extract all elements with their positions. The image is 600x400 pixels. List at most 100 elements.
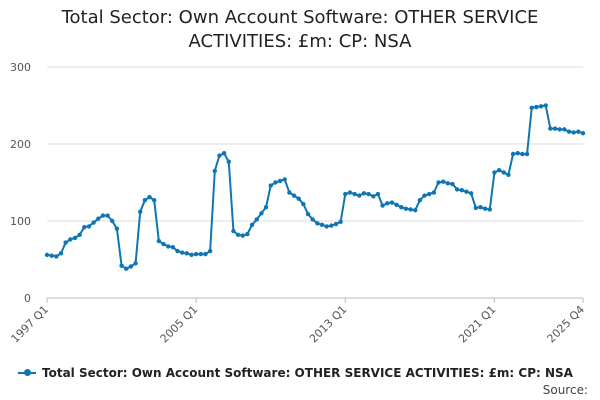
- data-point-70: [371, 194, 376, 199]
- data-point-19: [133, 261, 138, 266]
- x-tick-label-3: 2021 Q1: [456, 303, 499, 346]
- data-point-13: [105, 213, 110, 218]
- data-point-27: [170, 244, 176, 250]
- data-point-21: [142, 198, 148, 203]
- data-point-108: [548, 126, 553, 131]
- data-point-113: [571, 130, 576, 135]
- data-point-12: [100, 213, 106, 218]
- data-point-53: [291, 193, 297, 198]
- data-point-46: [259, 211, 264, 216]
- data-point-6: [72, 235, 78, 241]
- data-point-57: [310, 217, 315, 222]
- data-point-74: [389, 200, 395, 205]
- data-point-99: [506, 172, 511, 177]
- data-point-106: [538, 104, 544, 109]
- data-point-103: [524, 151, 530, 157]
- x-tick-label-1: 2005 Q1: [158, 303, 201, 346]
- data-point-79: [413, 208, 418, 213]
- data-point-85: [440, 179, 446, 184]
- data-point-102: [520, 151, 525, 157]
- data-point-34: [203, 251, 208, 257]
- data-point-80: [417, 198, 423, 203]
- data-point-54: [296, 196, 301, 201]
- data-point-43: [245, 231, 250, 237]
- x-tick-label-2: 2013 Q1: [307, 303, 350, 346]
- data-point-18: [128, 264, 134, 269]
- chart-title: Total Sector: Own Account Software: OTHE…: [0, 6, 600, 54]
- data-point-114: [576, 129, 581, 134]
- data-point-47: [263, 204, 269, 210]
- data-point-24: [156, 238, 162, 244]
- data-point-59: [319, 222, 325, 228]
- series-line: [46, 104, 584, 270]
- data-point-45: [254, 217, 259, 222]
- data-point-41: [235, 232, 241, 238]
- data-point-52: [287, 190, 292, 195]
- data-point-81: [422, 193, 427, 198]
- data-point-33: [198, 251, 204, 257]
- y-tick-label-0: 0: [24, 292, 31, 305]
- data-point-72: [380, 203, 385, 208]
- data-point-56: [305, 211, 311, 217]
- data-point-3: [58, 251, 64, 256]
- data-point-62: [333, 221, 339, 227]
- data-point-90: [464, 189, 469, 194]
- data-point-105: [534, 104, 539, 110]
- data-point-67: [357, 193, 362, 198]
- legend-label: Total Sector: Own Account Software: OTHE…: [42, 366, 573, 380]
- data-point-104: [529, 105, 534, 111]
- data-point-38: [221, 151, 227, 156]
- data-point-30: [184, 251, 190, 256]
- data-point-115: [580, 131, 586, 136]
- data-point-1: [49, 253, 54, 258]
- data-point-86: [445, 181, 451, 186]
- data-point-7: [77, 232, 82, 238]
- data-point-111: [562, 127, 567, 132]
- data-point-88: [454, 187, 460, 192]
- data-point-25: [161, 241, 166, 247]
- data-point-64: [343, 191, 348, 197]
- data-point-82: [426, 191, 432, 197]
- data-point-23: [152, 198, 157, 203]
- data-point-9: [86, 224, 92, 229]
- data-point-26: [165, 244, 171, 249]
- data-point-10: [91, 220, 96, 225]
- data-point-42: [240, 233, 245, 238]
- data-point-55: [301, 201, 306, 207]
- data-point-63: [338, 219, 343, 224]
- data-point-78: [408, 207, 413, 212]
- data-point-87: [450, 181, 455, 187]
- data-point-35: [207, 248, 213, 254]
- data-point-40: [231, 228, 236, 234]
- data-point-112: [566, 129, 572, 134]
- data-point-8: [82, 224, 87, 230]
- chart-title-line-2: ACTIVITIES: £m: CP: NSA: [188, 31, 412, 52]
- data-point-16: [119, 263, 124, 268]
- data-point-14: [110, 218, 115, 224]
- data-point-92: [473, 205, 478, 211]
- data-point-83: [431, 190, 437, 195]
- chart-legend[interactable]: Total Sector: Own Account Software: OTHE…: [18, 366, 573, 380]
- data-point-93: [478, 204, 483, 210]
- data-point-68: [361, 191, 367, 196]
- data-point-69: [366, 191, 371, 197]
- data-point-76: [399, 204, 404, 210]
- data-point-60: [324, 224, 329, 229]
- data-point-84: [436, 180, 441, 185]
- data-point-109: [552, 126, 558, 131]
- data-point-107: [543, 103, 548, 108]
- data-point-28: [175, 248, 180, 254]
- data-point-98: [501, 170, 506, 175]
- data-point-31: [189, 252, 194, 258]
- data-point-36: [212, 168, 217, 174]
- data-point-15: [114, 226, 120, 231]
- chart-title-line-1: Total Sector: Own Account Software: OTHE…: [61, 7, 539, 28]
- data-point-97: [496, 167, 502, 173]
- data-point-77: [403, 206, 409, 211]
- data-point-29: [179, 250, 185, 255]
- data-point-11: [96, 216, 101, 221]
- x-tick-label-4: 2025 Q4: [545, 303, 588, 346]
- data-point-73: [385, 201, 390, 206]
- data-point-17: [124, 266, 129, 271]
